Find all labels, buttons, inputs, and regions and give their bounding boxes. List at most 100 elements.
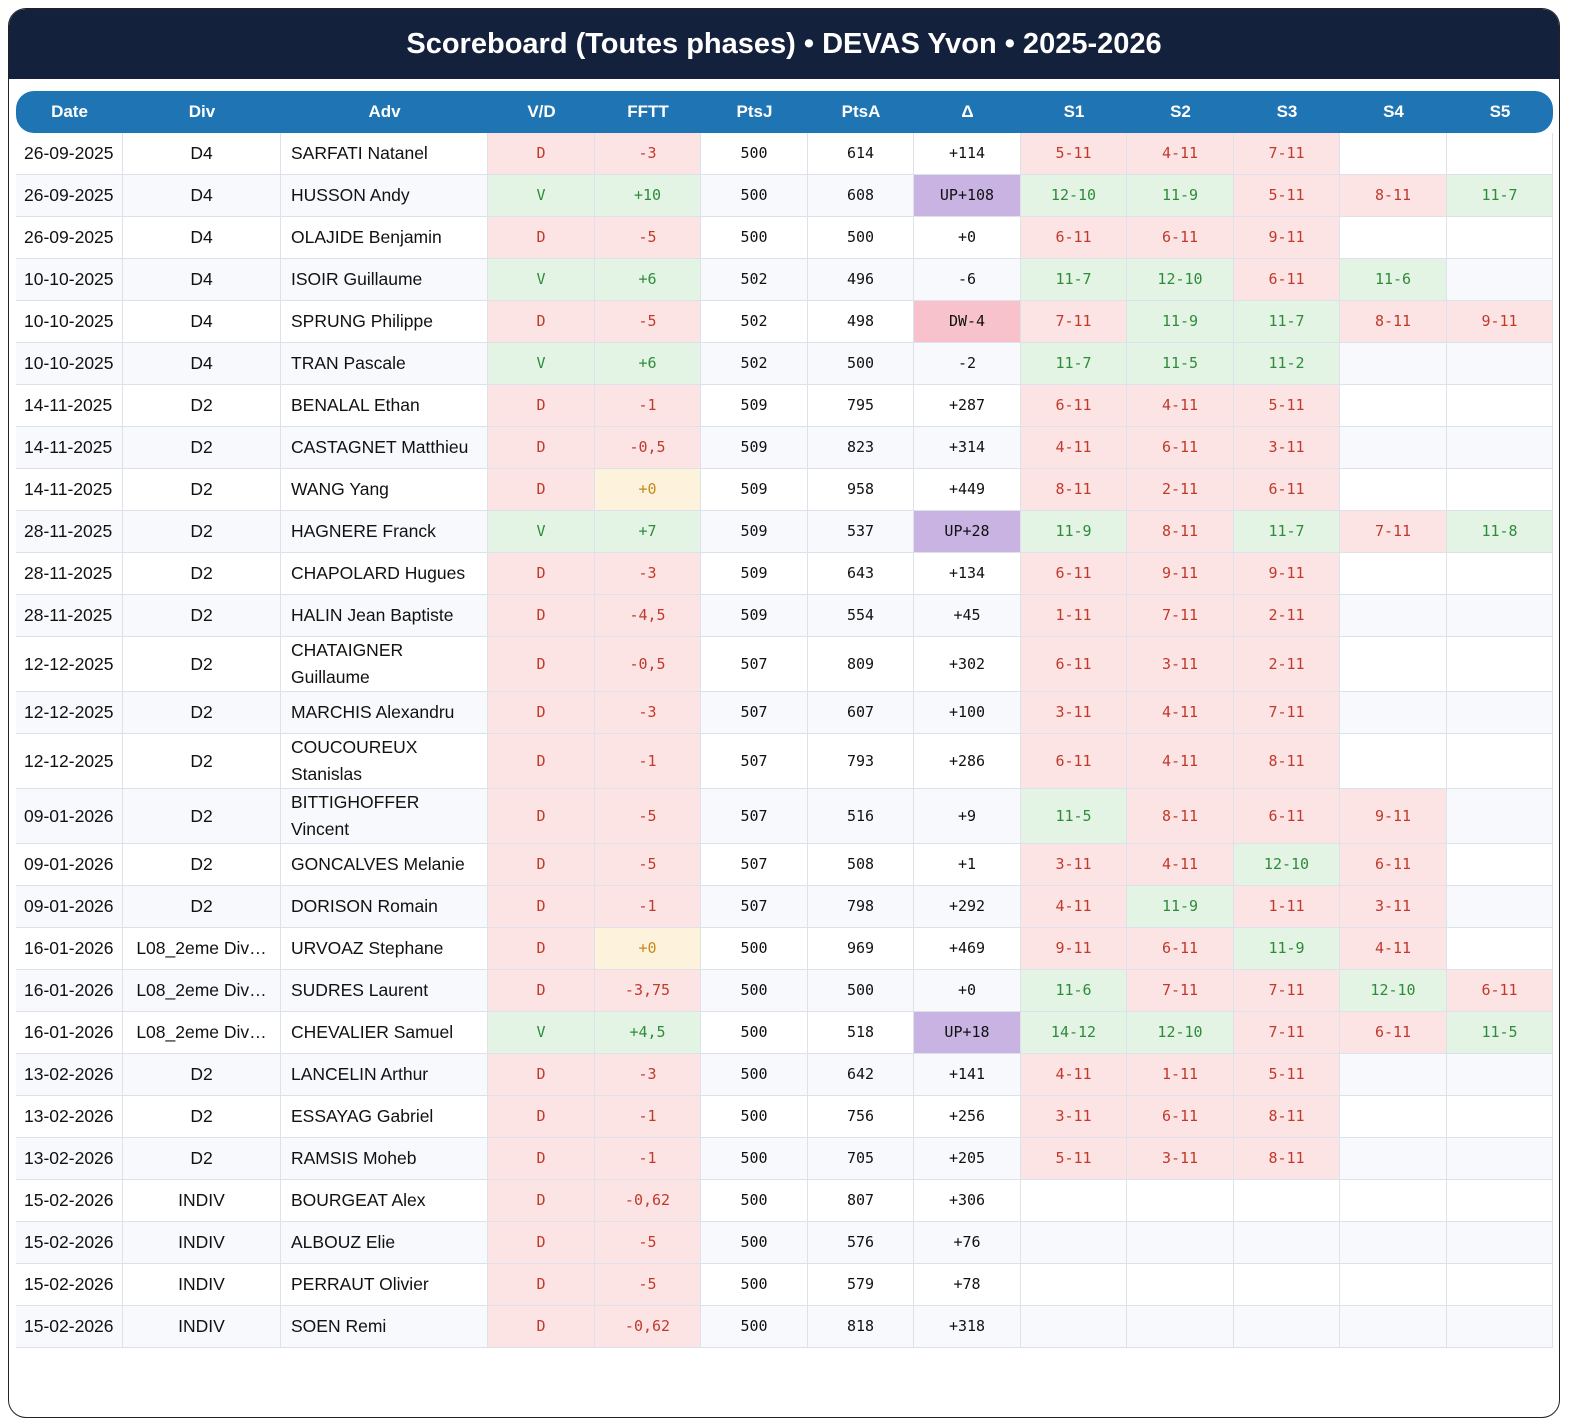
set-cell: 14-12 [1021,1012,1127,1054]
column-header: Adv [281,91,488,133]
set-cell: 7-11 [1234,1012,1340,1054]
empty-cell [1127,1222,1234,1264]
opponent-cell: CASTAGNET Matthieu [281,427,488,469]
division-cell: D2 [123,844,281,886]
result-cell: D [488,1180,595,1222]
fftt-cell: +10 [595,175,701,217]
division-cell: D2 [123,427,281,469]
column-header: S2 [1127,91,1234,133]
empty-cell [1447,1264,1553,1306]
opponent-cell: GONCALVES Melanie [281,844,488,886]
date-cell: 12-12-2025 [16,637,123,692]
result-cell: D [488,301,595,343]
opponent-cell: ESSAYAG Gabriel [281,1096,488,1138]
player-points-cell: 500 [701,1306,808,1348]
opponent-points-cell: 969 [808,928,914,970]
player-points-cell: 507 [701,637,808,692]
empty-cell [1447,1096,1553,1138]
opponent-cell: SARFATI Natanel [281,133,488,175]
opponent-cell: LANCELIN Arthur [281,1054,488,1096]
division-cell: INDIV [123,1222,281,1264]
opponent-points-cell: 807 [808,1180,914,1222]
set-cell: 9-11 [1340,789,1447,844]
division-cell: L08_2eme Div… [123,1012,281,1054]
set-cell: 11-9 [1127,175,1234,217]
empty-cell [1447,133,1553,175]
empty-cell [1127,1306,1234,1348]
player-points-cell: 500 [701,1180,808,1222]
set-cell: 9-11 [1127,553,1234,595]
player-points-cell: 507 [701,734,808,789]
set-cell: 11-9 [1127,886,1234,928]
result-cell: D [488,553,595,595]
column-header: PtsA [808,91,914,133]
result-cell: D [488,637,595,692]
fftt-cell: -5 [595,301,701,343]
set-cell: 12-10 [1021,175,1127,217]
opponent-points-cell: 643 [808,553,914,595]
empty-cell [1447,469,1553,511]
opponent-cell: SUDRES Laurent [281,970,488,1012]
result-cell: D [488,1054,595,1096]
match-row: 12-12-2025 D2 CHATAIGNER Guillaume D -0,5 507… [16,637,1553,692]
fftt-cell: -1 [595,1138,701,1180]
fftt-cell: +0 [595,469,701,511]
empty-cell [1447,343,1553,385]
set-cell: 11-5 [1021,789,1127,844]
empty-cell [1447,595,1553,637]
delta-cell: -2 [914,343,1021,385]
set-cell: 7-11 [1021,301,1127,343]
opponent-points-cell: 614 [808,133,914,175]
player-points-cell: 509 [701,469,808,511]
fftt-cell: -0,62 [595,1306,701,1348]
empty-cell [1340,469,1447,511]
set-cell: 11-7 [1021,343,1127,385]
result-cell: D [488,385,595,427]
set-cell: 8-11 [1234,1138,1340,1180]
player-points-cell: 509 [701,427,808,469]
empty-cell [1234,1222,1340,1264]
set-cell: 9-11 [1447,301,1553,343]
division-cell: D2 [123,1138,281,1180]
opponent-cell: SOEN Remi [281,1306,488,1348]
delta-cell: +314 [914,427,1021,469]
delta-cell: DW-4 [914,301,1021,343]
column-header: V/D [488,91,595,133]
date-cell: 16-01-2026 [16,970,123,1012]
opponent-points-cell: 498 [808,301,914,343]
fftt-cell: +4,5 [595,1012,701,1054]
opponent-points-cell: 823 [808,427,914,469]
delta-cell: +287 [914,385,1021,427]
set-cell: 6-11 [1127,217,1234,259]
set-cell: 3-11 [1127,1138,1234,1180]
empty-cell [1447,1180,1553,1222]
division-cell: D2 [123,1054,281,1096]
match-row: 09-01-2026 D2 GONCALVES Melanie D -5 507 508 +1… [16,844,1553,886]
opponent-cell: BENALAL Ethan [281,385,488,427]
set-cell: 11-8 [1447,511,1553,553]
column-header: Δ [914,91,1021,133]
empty-cell [1340,343,1447,385]
fftt-cell: -4,5 [595,595,701,637]
set-cell: 3-11 [1127,637,1234,692]
opponent-cell: HUSSON Andy [281,175,488,217]
opponent-points-cell: 793 [808,734,914,789]
set-cell: 4-11 [1127,692,1234,734]
result-cell: D [488,133,595,175]
fftt-cell: -1 [595,886,701,928]
opponent-points-cell: 818 [808,1306,914,1348]
empty-cell [1447,259,1553,301]
fftt-cell: -3 [595,692,701,734]
empty-cell [1340,1054,1447,1096]
match-row: 15-02-2026 INDIV PERRAUT Olivier D -5 500 579 +… [16,1264,1553,1306]
empty-cell [1340,595,1447,637]
fftt-cell: -1 [595,734,701,789]
division-cell: D4 [123,175,281,217]
result-cell: D [488,1138,595,1180]
player-points-cell: 502 [701,259,808,301]
date-cell: 13-02-2026 [16,1096,123,1138]
empty-cell [1447,928,1553,970]
set-cell: 2-11 [1127,469,1234,511]
division-cell: L08_2eme Div… [123,928,281,970]
empty-cell [1127,1180,1234,1222]
